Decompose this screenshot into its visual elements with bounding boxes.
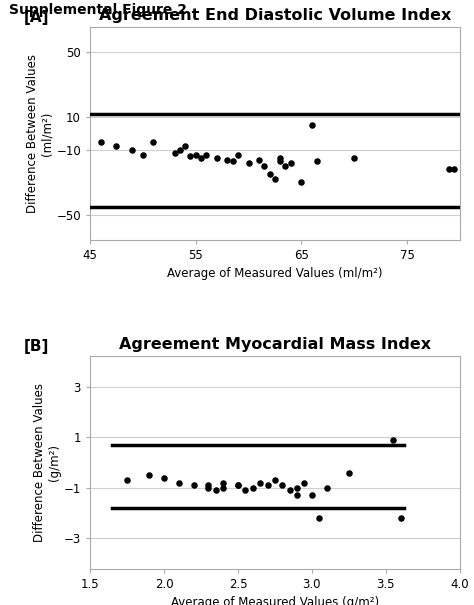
Point	[150, 137, 157, 146]
Point	[271, 476, 279, 485]
Point	[182, 142, 189, 151]
Point	[190, 480, 197, 490]
Point	[282, 161, 289, 171]
Point	[160, 473, 168, 483]
Point	[279, 480, 286, 490]
Point	[345, 468, 353, 477]
Point	[242, 485, 249, 495]
Text: [B]: [B]	[24, 339, 49, 355]
Point	[123, 476, 131, 485]
Y-axis label: Difference Between Values
(ml/m²): Difference Between Values (ml/m²)	[26, 54, 54, 213]
Point	[287, 158, 294, 168]
Point	[276, 153, 284, 163]
Text: [A]: [A]	[24, 10, 49, 25]
Point	[175, 478, 182, 488]
Point	[234, 480, 242, 490]
Point	[323, 483, 330, 492]
Title: Agreement Myocardial Mass Index: Agreement Myocardial Mass Index	[119, 338, 431, 352]
Point	[451, 165, 458, 174]
Point	[113, 142, 120, 151]
Point	[446, 165, 453, 174]
Point	[224, 155, 231, 165]
Point	[245, 158, 252, 168]
Point	[139, 150, 146, 160]
X-axis label: Average of Measured Values (ml/m²): Average of Measured Values (ml/m²)	[167, 267, 383, 280]
Point	[256, 478, 264, 488]
Point	[286, 485, 293, 495]
Point	[234, 150, 242, 160]
Point	[266, 169, 273, 179]
Title: Agreement End Diastolic Volume Index: Agreement End Diastolic Volume Index	[99, 8, 451, 23]
Point	[176, 145, 183, 154]
Point	[97, 137, 104, 146]
Point	[276, 156, 284, 166]
Point	[390, 435, 397, 445]
Text: Supplemental Figure 2: Supplemental Figure 2	[9, 3, 188, 17]
Point	[205, 480, 212, 490]
X-axis label: Average of Measured Values (g/m²): Average of Measured Values (g/m²)	[171, 597, 379, 605]
Point	[313, 156, 321, 166]
Point	[212, 485, 219, 495]
Point	[171, 148, 178, 158]
Point	[264, 480, 271, 490]
Point	[298, 177, 305, 187]
Point	[261, 161, 268, 171]
Point	[219, 478, 227, 488]
Y-axis label: Difference Between Values
(g/m²): Difference Between Values (g/m²)	[33, 383, 61, 542]
Point	[234, 480, 242, 490]
Point	[271, 174, 279, 184]
Point	[128, 145, 136, 154]
Point	[397, 513, 404, 523]
Point	[249, 483, 256, 492]
Point	[202, 150, 210, 160]
Point	[205, 483, 212, 492]
Point	[301, 478, 308, 488]
Point	[213, 153, 220, 163]
Point	[293, 491, 301, 500]
Point	[192, 150, 200, 160]
Point	[308, 491, 316, 500]
Point	[308, 120, 316, 130]
Point	[293, 483, 301, 492]
Point	[219, 483, 227, 492]
Point	[187, 151, 194, 161]
Point	[316, 513, 323, 523]
Point	[229, 156, 237, 166]
Point	[350, 153, 358, 163]
Point	[146, 470, 153, 480]
Point	[255, 155, 263, 165]
Point	[197, 153, 205, 163]
